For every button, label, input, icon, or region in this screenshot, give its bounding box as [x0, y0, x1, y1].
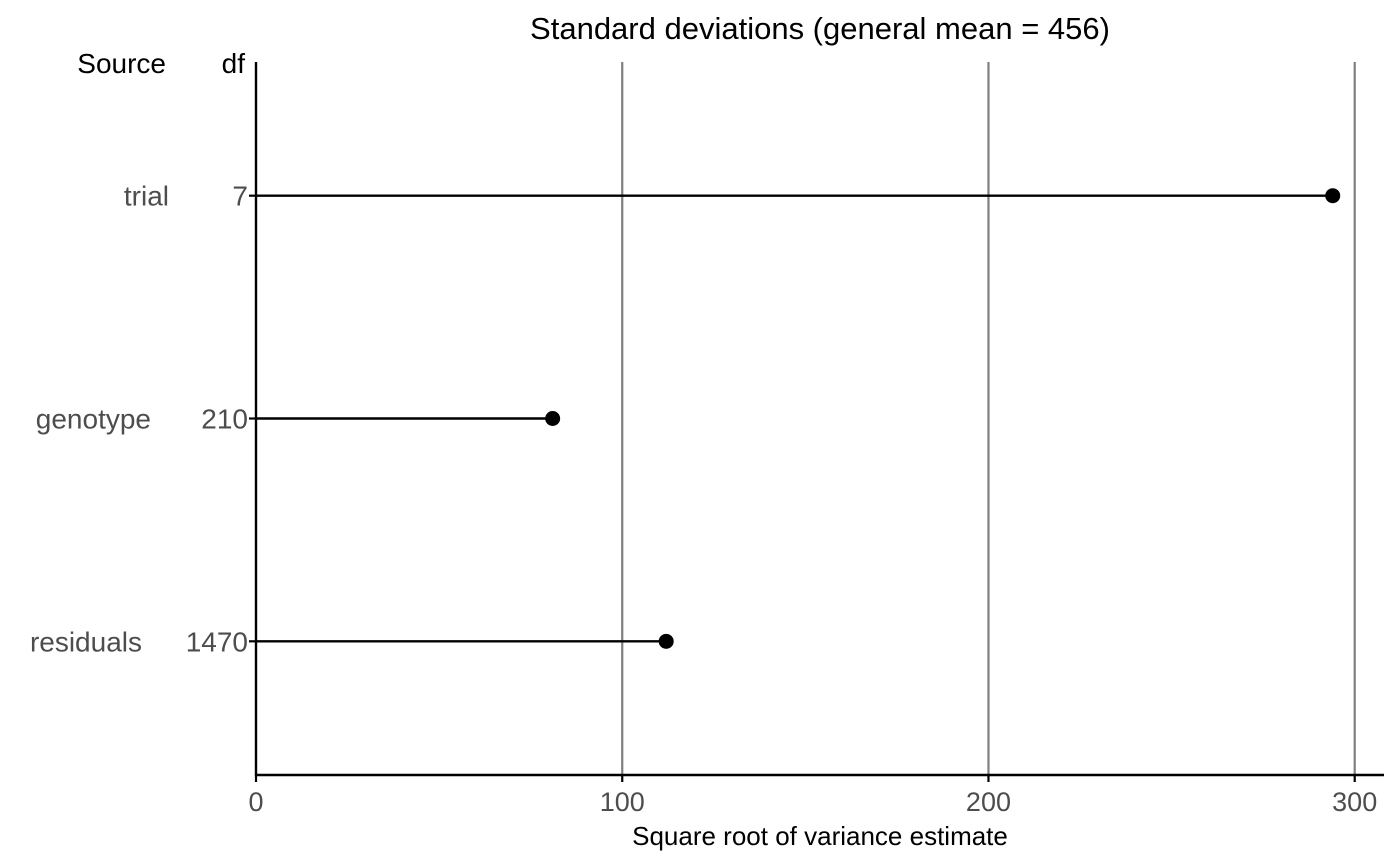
category-label-trial: trial [124, 181, 169, 212]
x-tick-labels: 0 100 200 300 [248, 775, 1377, 817]
x-tick-label: 200 [966, 787, 1011, 817]
x-tick-label: 300 [1332, 787, 1377, 817]
source-column-header: Source [77, 48, 166, 79]
df-column-header: df [222, 48, 246, 79]
chart-title: Standard deviations (general mean = 456) [530, 11, 1110, 46]
x-axis-title: Square root of variance estimate [632, 821, 1008, 851]
df-label-residuals: 1470 [186, 626, 248, 657]
point-residuals [658, 633, 674, 649]
data-marks [249, 188, 1341, 649]
df-label-trial: 7 [232, 181, 248, 212]
category-label-genotype: genotype [36, 404, 151, 435]
x-tick-label: 0 [248, 787, 263, 817]
df-label-genotype: 210 [201, 404, 248, 435]
grid-lines [621, 62, 1356, 775]
category-labels: trial 7 genotype 210 residuals 1470 [30, 181, 248, 658]
x-tick-label: 100 [600, 787, 645, 817]
point-genotype [545, 411, 561, 426]
point-trial [1325, 188, 1341, 204]
category-label-residuals: residuals [30, 626, 142, 657]
